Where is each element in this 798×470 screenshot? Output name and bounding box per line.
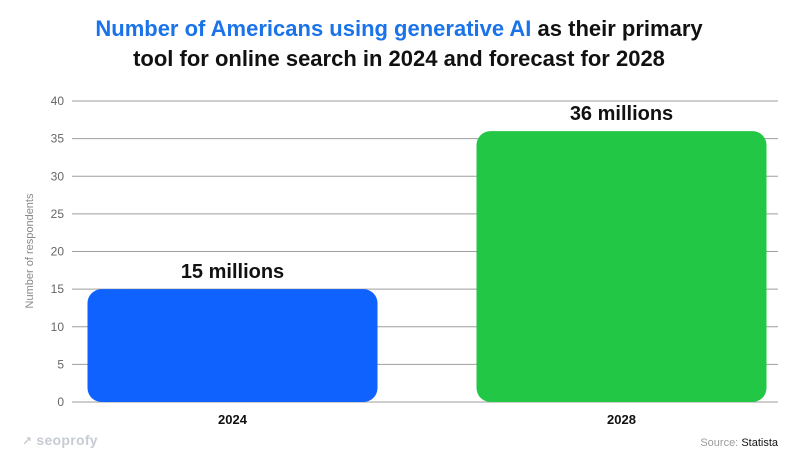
bar-2024 (87, 289, 378, 402)
arrow-up-right-icon: ↗ (22, 434, 33, 448)
chart-title-highlight: Number of Americans using generative AI (95, 16, 532, 41)
y-tick-label: 35 (51, 132, 65, 146)
x-category-label: 2024 (218, 412, 248, 427)
source-note: Source: Statista (700, 437, 778, 449)
source-value: Statista (741, 437, 778, 449)
bars (87, 131, 767, 402)
y-tick-label: 5 (57, 357, 64, 371)
x-axis-categories: 2024 2028 (218, 412, 636, 427)
chart-title: Number of Americans using generative AI … (0, 14, 798, 74)
y-axis-label: Number of respondents (24, 193, 36, 308)
y-axis-ticks: 0 5 10 15 20 25 30 35 40 (51, 94, 65, 409)
brand-name: seoprofy (36, 432, 98, 448)
seoprofy-logo: ↗ seoprofy (22, 432, 98, 448)
y-tick-label: 25 (51, 207, 65, 221)
bar-2028 (476, 131, 767, 402)
source-label: Source: (700, 437, 739, 449)
chart-title-rest: as their primary (531, 16, 703, 41)
y-tick-label: 10 (51, 320, 65, 334)
data-label-2024: 15 millions (181, 261, 284, 283)
y-tick-label: 20 (51, 245, 65, 259)
y-tick-label: 0 (57, 395, 64, 409)
y-tick-label: 15 (51, 282, 65, 296)
y-tick-label: 30 (51, 169, 65, 183)
x-category-label: 2028 (607, 412, 636, 427)
data-label-2028: 36 millions (570, 103, 673, 125)
data-labels: 15 millions 36 millions (181, 103, 673, 283)
chart-title-line2: tool for online search in 2024 and forec… (133, 46, 665, 71)
y-tick-label: 40 (51, 94, 65, 108)
